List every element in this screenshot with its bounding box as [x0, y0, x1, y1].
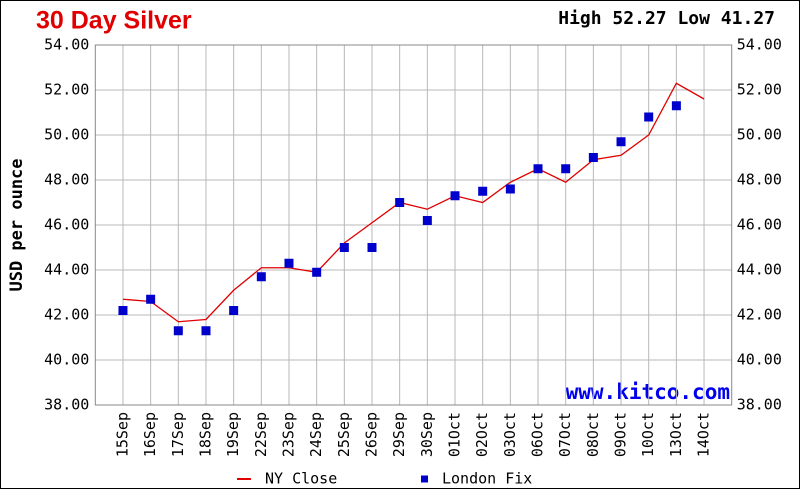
point — [367, 243, 377, 252]
y-tick-label: 54.00 — [44, 36, 89, 54]
legend-label: NY Close — [265, 470, 337, 488]
y2-tick-label: 46.00 — [737, 216, 782, 234]
y2-tick-label: 48.00 — [737, 171, 782, 189]
point — [671, 101, 681, 111]
point — [312, 267, 322, 277]
x-tick-label: 09Oct — [612, 412, 630, 457]
y-tick-label: 46.00 — [44, 216, 89, 234]
point — [118, 306, 128, 315]
x-tick-label: 15Sep — [113, 412, 131, 457]
point — [588, 153, 598, 162]
point — [561, 164, 571, 174]
y-tick-label: 38.00 — [44, 396, 89, 414]
x-tick-label: 26Sep — [363, 412, 381, 457]
x-tick-label: 13Oct — [667, 412, 685, 457]
point — [284, 258, 294, 268]
point — [201, 326, 211, 336]
point — [505, 184, 515, 194]
y-axis-label: USD per ounce — [7, 158, 27, 291]
legend-label: London Fix — [442, 470, 532, 488]
y-tick-label: 44.00 — [44, 261, 89, 279]
x-tick-label: 18Sep — [196, 412, 214, 457]
point — [173, 326, 183, 336]
x-tick-label: 01Oct — [446, 412, 464, 457]
x-tick-label: 30Sep — [418, 412, 436, 457]
y-tick-label: 52.00 — [44, 81, 89, 99]
y2-tick-label: 42.00 — [737, 306, 782, 324]
point — [339, 243, 349, 252]
x-tick-label: 19Sep — [224, 412, 242, 457]
x-tick-label: 22Sep — [252, 412, 270, 457]
point — [644, 112, 654, 122]
y2-tick-label: 44.00 — [737, 261, 782, 279]
y-tick-label: 40.00 — [44, 351, 89, 369]
point — [478, 186, 488, 196]
point — [229, 306, 239, 315]
subtitle: High 52.27 Low 41.27 — [558, 8, 775, 29]
x-tick-label: 17Sep — [169, 412, 187, 457]
y2-tick-label: 50.00 — [737, 126, 782, 144]
y-tick-label: 48.00 — [44, 171, 89, 189]
x-tick-label: 02Oct — [473, 412, 491, 457]
point — [256, 272, 266, 282]
y-tick-label: 50.00 — [44, 126, 89, 144]
y2-tick-label: 38.00 — [737, 396, 782, 414]
chart-title: 30 Day Silver — [36, 7, 192, 35]
y2-tick-label: 54.00 — [737, 36, 782, 54]
x-tick-label: 10Oct — [639, 412, 657, 457]
point — [450, 191, 460, 201]
x-tick-label: 07Oct — [556, 412, 574, 457]
x-tick-label: 24Sep — [307, 412, 325, 457]
x-tick-label: 23Sep — [279, 412, 297, 457]
y2-tick-label: 40.00 — [737, 351, 782, 369]
x-tick-label: 16Sep — [141, 412, 159, 457]
point — [422, 216, 432, 225]
legend-swatch — [421, 475, 428, 483]
point — [616, 137, 626, 147]
annotation: www.kitco.com — [566, 380, 730, 404]
x-tick-label: 29Sep — [390, 412, 408, 457]
x-tick-label: 03Oct — [501, 412, 519, 457]
x-tick-label: 08Oct — [584, 412, 602, 457]
y2-tick-label: 52.00 — [737, 81, 782, 99]
y-tick-label: 42.00 — [44, 306, 89, 324]
point — [533, 164, 543, 174]
line — [122, 82, 705, 323]
plot-border — [94, 44, 733, 406]
x-tick-label: 14Oct — [695, 412, 713, 457]
point — [146, 294, 156, 304]
point — [395, 198, 405, 207]
x-tick-label: 25Sep — [335, 412, 353, 457]
x-tick-label: 06Oct — [529, 412, 547, 457]
